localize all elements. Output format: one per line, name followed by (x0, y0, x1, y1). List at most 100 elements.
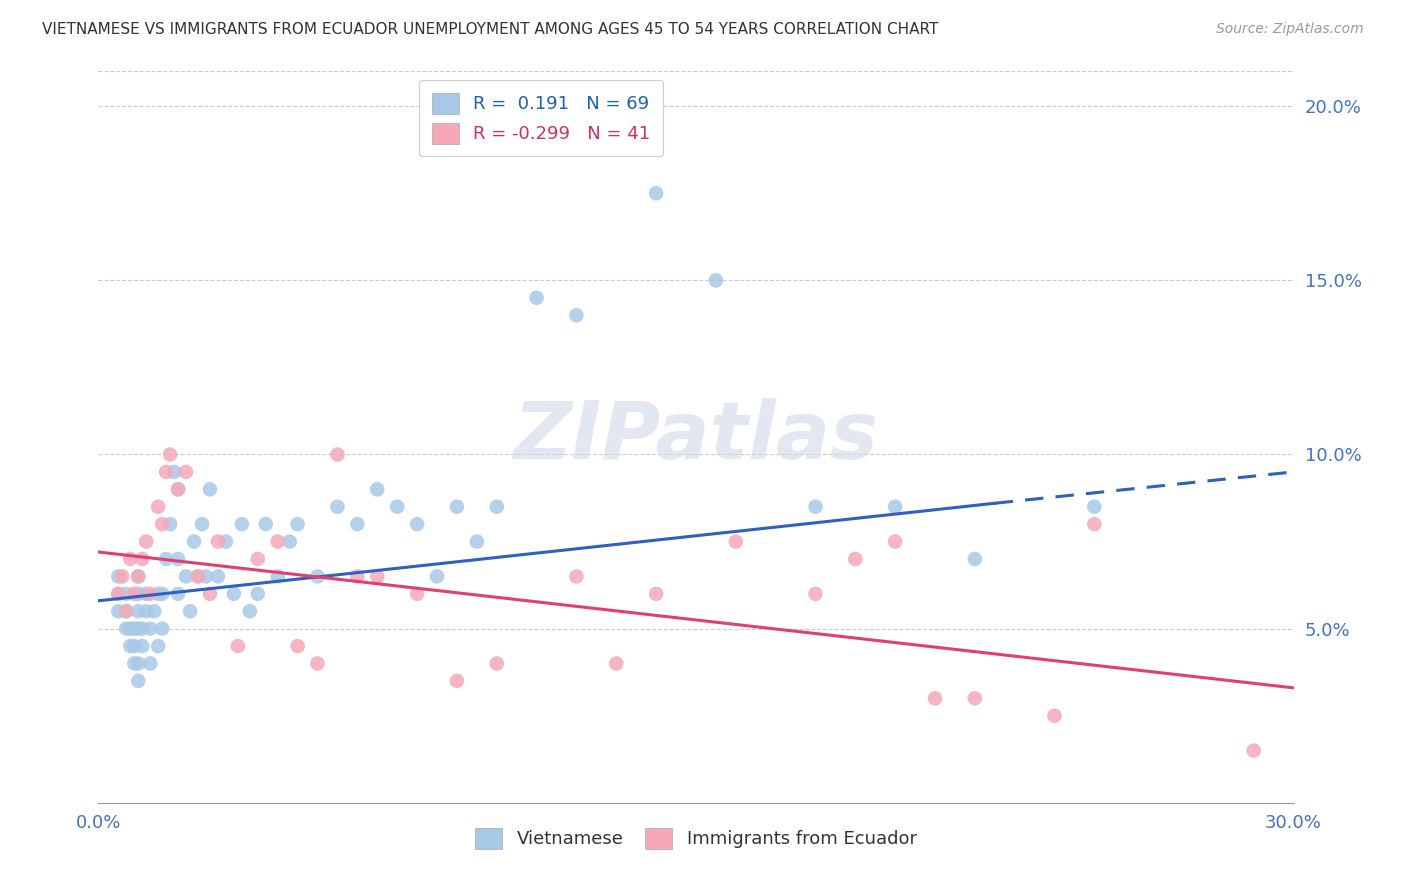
Point (215, 534, 238, 549)
Point (174, 569, 197, 583)
Point (135, 587, 157, 601)
Point (844, 552, 866, 566)
Point (884, 534, 907, 549)
Point (183, 534, 205, 549)
Point (385, 500, 409, 514)
Point (804, 587, 827, 601)
Point (239, 604, 262, 618)
Point (139, 657, 162, 671)
Point (174, 465, 197, 479)
Point (107, 604, 129, 618)
Point (107, 587, 129, 601)
Point (278, 534, 301, 549)
Point (135, 534, 157, 549)
Point (207, 534, 229, 549)
Point (465, 534, 488, 549)
Point (446, 673, 468, 688)
Point (645, 186, 668, 201)
Point (406, 587, 429, 601)
Point (1083, 517, 1105, 532)
Point (485, 500, 508, 514)
Point (139, 622, 162, 636)
Point (124, 639, 146, 653)
Point (155, 465, 177, 479)
Point (1043, 708, 1066, 723)
Point (124, 657, 146, 671)
Point (366, 569, 388, 583)
Point (406, 517, 429, 532)
Point (127, 569, 149, 583)
Point (267, 569, 290, 583)
Point (124, 622, 146, 636)
Point (120, 552, 142, 566)
Point (226, 639, 249, 653)
Point (127, 569, 149, 583)
Point (1243, 743, 1265, 757)
Point (127, 673, 149, 688)
Point (326, 500, 349, 514)
Point (167, 552, 190, 566)
Point (155, 552, 177, 566)
Point (131, 639, 153, 653)
Point (191, 517, 214, 532)
Point (267, 534, 290, 549)
Point (127, 622, 149, 636)
Point (307, 569, 329, 583)
Point (167, 483, 190, 497)
Point (131, 622, 153, 636)
Point (115, 587, 138, 601)
Point (426, 569, 449, 583)
Point (346, 517, 368, 532)
Point (287, 517, 309, 532)
Point (884, 500, 907, 514)
Point (150, 622, 173, 636)
Point (120, 639, 142, 653)
Point (148, 500, 170, 514)
Point (187, 569, 209, 583)
Point (222, 587, 245, 601)
Point (159, 517, 181, 532)
Legend: Vietnamese, Immigrants from Ecuador: Vietnamese, Immigrants from Ecuador (464, 817, 928, 860)
Point (159, 448, 181, 462)
Point (115, 622, 138, 636)
Point (107, 569, 129, 583)
Point (326, 448, 349, 462)
Point (724, 534, 747, 549)
Point (605, 657, 627, 671)
Point (187, 569, 209, 583)
Point (143, 604, 166, 618)
Point (167, 587, 190, 601)
Point (207, 569, 229, 583)
Point (198, 587, 221, 601)
Point (246, 587, 269, 601)
Point (1083, 500, 1105, 514)
Point (198, 483, 221, 497)
Point (307, 657, 329, 671)
Point (124, 587, 146, 601)
Point (115, 604, 138, 618)
Point (254, 517, 277, 532)
Point (179, 604, 201, 618)
Point (645, 587, 668, 601)
Text: VIETNAMESE VS IMMIGRANTS FROM ECUADOR UNEMPLOYMENT AMONG AGES 45 TO 54 YEARS COR: VIETNAMESE VS IMMIGRANTS FROM ECUADOR UN… (42, 22, 939, 37)
Point (120, 622, 142, 636)
Point (127, 657, 149, 671)
Point (446, 500, 468, 514)
Text: Source: ZipAtlas.com: Source: ZipAtlas.com (1216, 22, 1364, 37)
Point (148, 587, 170, 601)
Point (111, 569, 134, 583)
Point (366, 483, 388, 497)
Point (127, 604, 149, 618)
Point (924, 691, 946, 706)
Point (526, 291, 548, 305)
Point (150, 517, 173, 532)
Point (131, 552, 153, 566)
Point (963, 552, 986, 566)
Point (246, 552, 269, 566)
Point (231, 517, 253, 532)
Point (148, 639, 170, 653)
Point (963, 691, 986, 706)
Point (195, 569, 218, 583)
Point (139, 587, 162, 601)
Point (167, 483, 190, 497)
